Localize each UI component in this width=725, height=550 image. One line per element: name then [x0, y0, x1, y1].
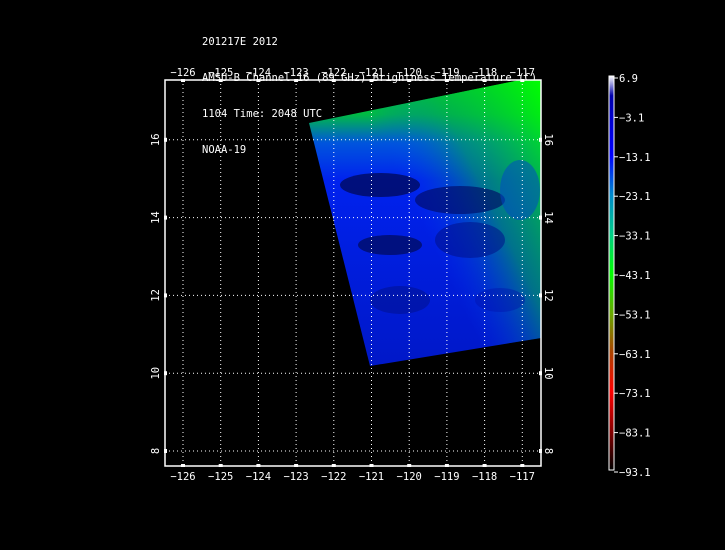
- tick-right: [539, 449, 542, 453]
- tick-right: [539, 293, 542, 297]
- lon-label: −117: [510, 67, 535, 79]
- lon-label: −118: [472, 67, 497, 79]
- lat-label: 8: [542, 448, 554, 454]
- tick-top: [256, 79, 260, 82]
- tick-top: [520, 79, 524, 82]
- lon-label: −121: [359, 67, 384, 79]
- colorbar-label: −13.1: [619, 152, 651, 164]
- lat-label: 12: [150, 289, 162, 302]
- tick-top: [294, 79, 298, 82]
- tick-left: [164, 371, 167, 375]
- tick-right: [539, 216, 542, 220]
- lat-label: 16: [542, 133, 554, 146]
- tick-bottom: [520, 464, 524, 467]
- lon-label: −122: [321, 67, 346, 79]
- lat-labels-right: 8 10 12 14 16: [542, 133, 554, 454]
- tick-top: [483, 79, 487, 82]
- colorbar-label: −53.1: [619, 309, 651, 321]
- tick-top: [219, 79, 223, 82]
- lat-label: 10: [150, 367, 162, 380]
- lon-label: −126: [170, 471, 195, 483]
- colorbar-labels: 6.9 −3.1 −13.1 −23.1 −33.1 −43.1 −53.1 −63.1 −73…: [614, 73, 651, 479]
- tick-bottom: [256, 464, 260, 467]
- colorbar-label: −63.1: [619, 349, 651, 361]
- lon-label: −125: [208, 471, 233, 483]
- tick-bottom: [483, 464, 487, 467]
- colorbar-label: −3.1: [619, 112, 644, 124]
- lon-label: −124: [246, 471, 271, 483]
- colorbar-label: −33.1: [619, 231, 651, 243]
- tick-left: [164, 216, 167, 220]
- lat-labels-left: 8 10 12 14 16: [150, 133, 162, 454]
- colorbar: [609, 76, 614, 470]
- tick-bottom: [407, 464, 411, 467]
- lat-label: 10: [542, 367, 554, 380]
- lat-label: 8: [150, 448, 162, 454]
- lon-label: −122: [321, 471, 346, 483]
- tick-right: [539, 138, 542, 142]
- colorbar-label: −83.1: [619, 428, 651, 440]
- lon-label: −119: [434, 67, 459, 79]
- lon-label: −125: [208, 67, 233, 79]
- tick-top: [370, 79, 374, 82]
- tick-bottom: [294, 464, 298, 467]
- colorbar-label: −73.1: [619, 388, 651, 400]
- tick-bottom: [219, 464, 223, 467]
- tick-top: [407, 79, 411, 82]
- tick-left: [164, 449, 167, 453]
- lon-label: −118: [472, 471, 497, 483]
- tick-left: [164, 138, 167, 142]
- tick-right: [539, 371, 542, 375]
- tick-bottom: [370, 464, 374, 467]
- tick-top: [332, 79, 336, 82]
- lon-labels-top: −126 −125 −124 −123 −122 −121 −120 −119 −118 −117: [170, 67, 535, 79]
- lat-label: 14: [150, 211, 162, 224]
- lon-label: −120: [397, 67, 422, 79]
- lon-label: −124: [246, 67, 271, 79]
- swath-image: [309, 80, 541, 366]
- lat-label: 16: [150, 133, 162, 146]
- tick-top: [181, 79, 185, 82]
- colorbar-label: −23.1: [619, 191, 651, 203]
- lon-label: −119: [434, 471, 459, 483]
- tick-bottom: [181, 464, 185, 467]
- colorbar-label: −93.1: [619, 467, 651, 479]
- tick-top: [445, 79, 449, 82]
- lon-labels-bottom: −126 −125 −124 −123 −122 −121 −120 −119 −118 −117: [170, 471, 535, 483]
- lat-label: 14: [542, 211, 554, 224]
- tick-left: [164, 293, 167, 297]
- lat-label: 12: [542, 289, 554, 302]
- colorbar-label: 6.9: [619, 73, 638, 85]
- lon-label: −123: [283, 471, 308, 483]
- tick-bottom: [445, 464, 449, 467]
- lon-label: −120: [397, 471, 422, 483]
- lon-label: −117: [510, 471, 535, 483]
- colorbar-label: −43.1: [619, 270, 651, 282]
- lon-label: −121: [359, 471, 384, 483]
- tick-bottom: [332, 464, 336, 467]
- lon-label: −123: [283, 67, 308, 79]
- lon-label: −126: [170, 67, 195, 79]
